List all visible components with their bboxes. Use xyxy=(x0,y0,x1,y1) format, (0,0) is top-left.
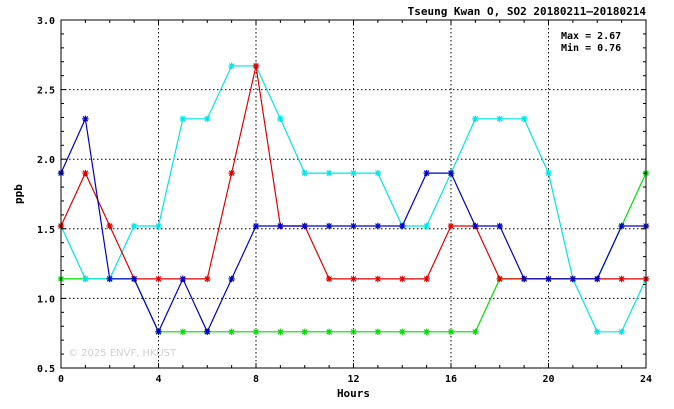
data-point xyxy=(350,169,357,177)
data-point xyxy=(496,115,503,123)
data-point xyxy=(569,275,577,283)
data-point xyxy=(618,222,625,230)
data-point xyxy=(350,328,357,336)
data-point xyxy=(374,275,382,283)
data-point xyxy=(374,169,382,177)
y-tick-label: 0.5 xyxy=(37,364,55,375)
data-point xyxy=(277,115,284,123)
y-tick-label: 2.5 xyxy=(37,86,55,97)
data-point xyxy=(423,328,430,336)
data-point xyxy=(228,169,235,177)
x-tick-label: 4 xyxy=(155,374,161,385)
data-point xyxy=(423,169,430,177)
data-point xyxy=(374,222,382,230)
data-point xyxy=(399,275,406,283)
axis-ticks xyxy=(60,19,647,369)
data-point xyxy=(496,222,503,230)
data-point xyxy=(520,275,528,283)
data-point xyxy=(618,328,625,336)
data-point xyxy=(252,62,260,70)
data-point xyxy=(277,222,284,230)
y-tick-label: 2.0 xyxy=(37,155,55,166)
data-point xyxy=(130,222,138,230)
y-tick-label: 3.0 xyxy=(37,16,55,27)
data-point xyxy=(179,275,187,283)
y-axis-title: ppb xyxy=(12,184,25,204)
x-tick-label: 0 xyxy=(58,374,64,385)
data-point xyxy=(594,328,601,336)
data-point xyxy=(252,222,260,230)
data-point xyxy=(545,275,552,283)
data-point xyxy=(618,275,625,283)
data-point xyxy=(472,115,479,123)
data-point xyxy=(472,222,479,230)
x-tick-label: 8 xyxy=(253,374,259,385)
data-point xyxy=(82,169,89,177)
data-point xyxy=(325,222,333,230)
data-point xyxy=(301,169,308,177)
data-point xyxy=(130,275,138,283)
data-point xyxy=(179,115,187,123)
data-point xyxy=(155,328,162,336)
data-point xyxy=(228,275,235,283)
data-point xyxy=(179,328,187,336)
data-point xyxy=(325,328,333,336)
data-point xyxy=(399,222,406,230)
data-point xyxy=(423,222,430,230)
data-point xyxy=(447,328,455,336)
y-tick-label: 1.0 xyxy=(37,294,55,305)
min-label: Min = 0.76 xyxy=(561,42,621,54)
data-point xyxy=(496,275,503,283)
data-point xyxy=(447,222,455,230)
data-point xyxy=(350,275,357,283)
data-point xyxy=(325,169,333,177)
x-axis-title: Hours xyxy=(337,387,370,400)
data-point xyxy=(82,115,89,123)
grid-lines xyxy=(61,20,646,368)
x-tick-label: 16 xyxy=(445,374,457,385)
data-point xyxy=(399,328,406,336)
data-point xyxy=(252,328,260,336)
max-label: Max = 2.67 xyxy=(561,31,621,42)
data-point xyxy=(374,328,382,336)
data-point xyxy=(350,222,357,230)
chart-title: Tseung Kwan O, SO2 20180211–20180214 xyxy=(408,5,647,18)
series-line-1 xyxy=(60,65,647,333)
data-point xyxy=(228,328,235,336)
data-point xyxy=(155,275,162,283)
data-point xyxy=(472,328,479,336)
data-point xyxy=(228,62,235,70)
data-point xyxy=(106,275,113,283)
data-point xyxy=(106,222,113,230)
data-point xyxy=(204,328,211,336)
data-point xyxy=(204,115,211,123)
data-point xyxy=(520,115,528,123)
watermark: © 2025 ENVF, HKUST xyxy=(68,348,177,359)
data-point xyxy=(594,275,601,283)
data-point xyxy=(155,222,162,230)
data-point xyxy=(325,275,333,283)
data-point xyxy=(301,222,308,230)
x-tick-label: 24 xyxy=(640,374,652,385)
x-tick-label: 12 xyxy=(347,374,359,385)
data-point xyxy=(82,275,89,283)
tick-labels: 0 4 8 12 16 20 24 0.5 1.0 1.5 2.0 2.5 3.0 xyxy=(37,16,652,385)
data-point xyxy=(277,328,284,336)
data-point xyxy=(447,169,455,177)
data-point xyxy=(423,275,430,283)
x-tick-label: 20 xyxy=(542,374,554,385)
data-point xyxy=(301,328,308,336)
y-tick-label: 1.5 xyxy=(37,225,55,236)
series-lines xyxy=(57,62,650,336)
data-point xyxy=(204,275,211,283)
data-point xyxy=(545,169,552,177)
